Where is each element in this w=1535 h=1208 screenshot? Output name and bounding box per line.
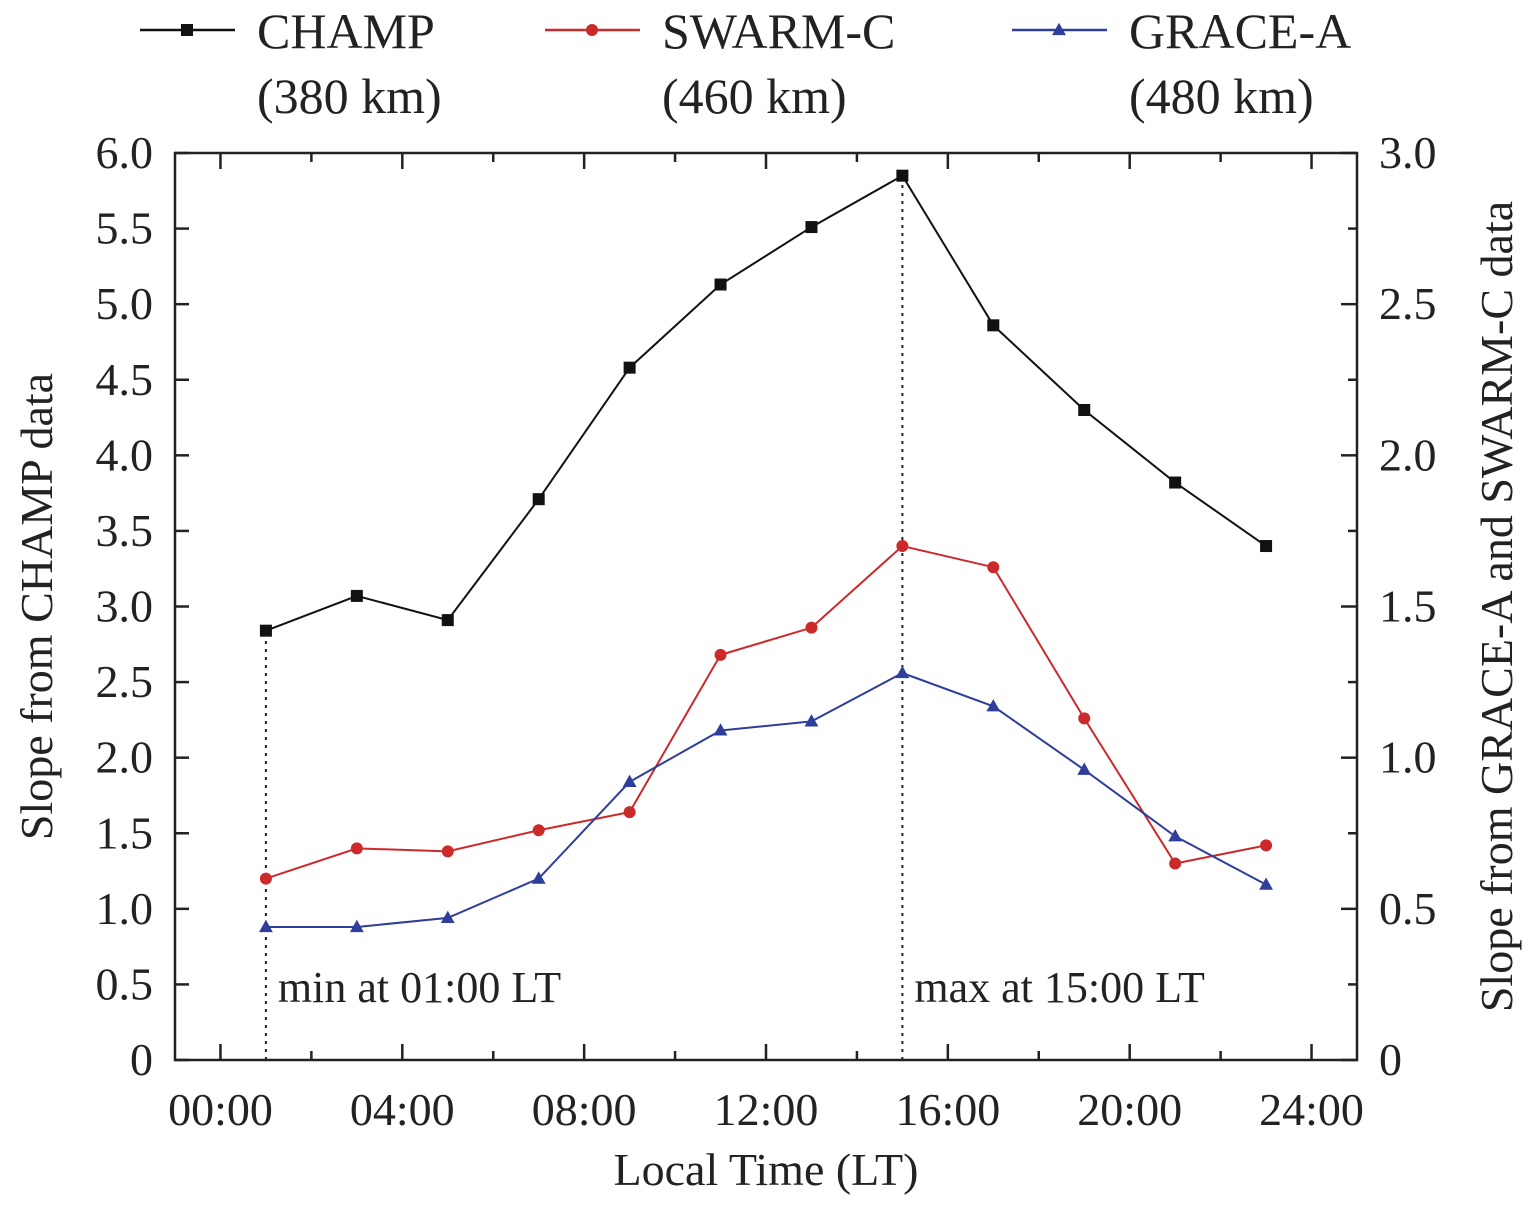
- x-tick-label: 08:00: [532, 1084, 637, 1135]
- x-tick-label: 00:00: [168, 1084, 273, 1135]
- data-point-grace-a: [713, 723, 728, 736]
- annotations: min at 01:00 LT max at 15:00 LT: [278, 963, 1205, 1012]
- data-point-champ: [987, 319, 1000, 332]
- data-point-grace-a: [986, 699, 1001, 712]
- y-left-tick-label: 4.0: [96, 429, 154, 480]
- data-point-champ: [896, 169, 909, 182]
- axes: 00:00 04:00 08:00 12:00 16:00 20:00 24:00 0 0.5 1…: [11, 127, 1522, 1195]
- data-point-swarm-c: [441, 845, 454, 858]
- series-line-grace-a: [265, 671, 1267, 928]
- series-grace-a: [259, 665, 1273, 933]
- data-point-swarm-c: [1169, 857, 1182, 870]
- legend-marker: [181, 24, 193, 36]
- legend-marker: [586, 24, 598, 36]
- data-point-champ: [1078, 403, 1091, 416]
- legend-item-swarm-c: SWARM-C (460 km): [545, 3, 895, 124]
- data-point-champ: [532, 493, 545, 506]
- x-tick-label: 24:00: [1259, 1084, 1364, 1135]
- legend-label: GRACE-A: [1129, 3, 1351, 59]
- data-point-champ: [441, 614, 454, 627]
- annotation-text: max at 15:00 LT: [914, 963, 1205, 1012]
- x-tick-label: 16:00: [895, 1084, 1000, 1135]
- series-line-champ: [265, 174, 1267, 632]
- data-point-grace-a: [622, 774, 637, 787]
- data-point-grace-a: [1259, 877, 1273, 890]
- x-tick-label: 04:00: [350, 1084, 455, 1135]
- y-right-tick-label: 3.0: [1379, 127, 1437, 178]
- data-point-champ: [1169, 476, 1182, 489]
- x-tick-label: 12:00: [714, 1084, 819, 1135]
- legend-item-champ: CHAMP (380 km): [140, 3, 442, 124]
- y-left-tick-label: 0: [130, 1034, 153, 1085]
- y-right-tick-label: 1.0: [1379, 732, 1437, 783]
- x-axis-title: Local Time (LT): [614, 1144, 919, 1195]
- legend-sublabel: (460 km): [662, 68, 847, 124]
- data-point-swarm-c: [896, 540, 909, 553]
- y-left-tick-label: 1.0: [96, 883, 154, 934]
- y-left-tick-label: 2.5: [96, 656, 154, 707]
- data-point-swarm-c: [350, 842, 363, 855]
- data-point-swarm-c: [1260, 839, 1273, 852]
- data-point-grace-a: [895, 665, 910, 679]
- data-point-grace-a: [440, 910, 455, 924]
- legend-sublabel: (480 km): [1129, 68, 1314, 124]
- series-swarm-c: [259, 540, 1273, 885]
- y-left-tick-label: 2.0: [96, 732, 154, 783]
- guide-lines: [264, 175, 904, 1060]
- data-point-champ: [259, 624, 272, 637]
- y-left-tick-label: 5.0: [96, 278, 154, 329]
- data-point-champ: [1260, 540, 1273, 553]
- y-left-tick-label: 6.0: [96, 127, 154, 178]
- data-point-grace-a: [1077, 762, 1092, 775]
- data-point-grace-a: [531, 871, 546, 884]
- data-point-grace-a: [349, 919, 364, 933]
- data-point-swarm-c: [987, 561, 1000, 574]
- data-point-grace-a: [1168, 829, 1183, 842]
- y-left-tick-label: 0.5: [96, 958, 154, 1009]
- y-left-tick-label: 3.5: [96, 505, 154, 556]
- legend-item-grace-a: GRACE-A (480 km): [1012, 3, 1351, 124]
- series: [259, 169, 1273, 933]
- plot-frame: [173, 151, 1359, 1062]
- legend-marker: [1052, 22, 1066, 36]
- x-tick-label: 20:00: [1077, 1084, 1182, 1135]
- data-point-swarm-c: [623, 806, 636, 819]
- y-right-tick-label: 1.5: [1379, 581, 1437, 632]
- series-champ: [259, 169, 1273, 637]
- data-point-swarm-c: [259, 872, 272, 885]
- data-point-swarm-c: [714, 648, 727, 661]
- data-point-champ: [805, 221, 818, 234]
- data-point-champ: [714, 278, 727, 291]
- y-right-tick-label: 0.5: [1379, 883, 1437, 934]
- legend-label: SWARM-C: [662, 3, 895, 59]
- y-left-tick-label: 4.5: [96, 354, 154, 405]
- data-point-swarm-c: [805, 621, 818, 634]
- data-point-grace-a: [259, 919, 273, 933]
- data-point-champ: [623, 361, 636, 374]
- data-point-swarm-c: [532, 824, 545, 837]
- y-left-tick-label: 5.5: [96, 203, 154, 254]
- legend: CHAMP (380 km) SWARM-C (460 km) GRACE-A (480 …: [140, 3, 1351, 124]
- y-right-axis-title: Slope from GRACE-A and SWARM-C data: [1471, 201, 1522, 1012]
- y-right-tick-label: 2.0: [1379, 429, 1437, 480]
- series-line-swarm-c: [265, 544, 1267, 880]
- y-left-tick-label: 3.0: [96, 581, 154, 632]
- y-right-tick-label: 0: [1379, 1034, 1402, 1085]
- y-left-tick-label: 1.5: [96, 807, 154, 858]
- legend-label: CHAMP: [257, 3, 435, 59]
- data-point-swarm-c: [1078, 712, 1091, 725]
- legend-sublabel: (380 km): [257, 68, 442, 124]
- y-left-axis-title: Slope from CHAMP data: [11, 373, 62, 840]
- y-right-tick-label: 2.5: [1379, 278, 1437, 329]
- data-point-champ: [350, 589, 363, 602]
- annotation-text: min at 01:00 LT: [278, 963, 561, 1012]
- data-point-grace-a: [804, 714, 819, 727]
